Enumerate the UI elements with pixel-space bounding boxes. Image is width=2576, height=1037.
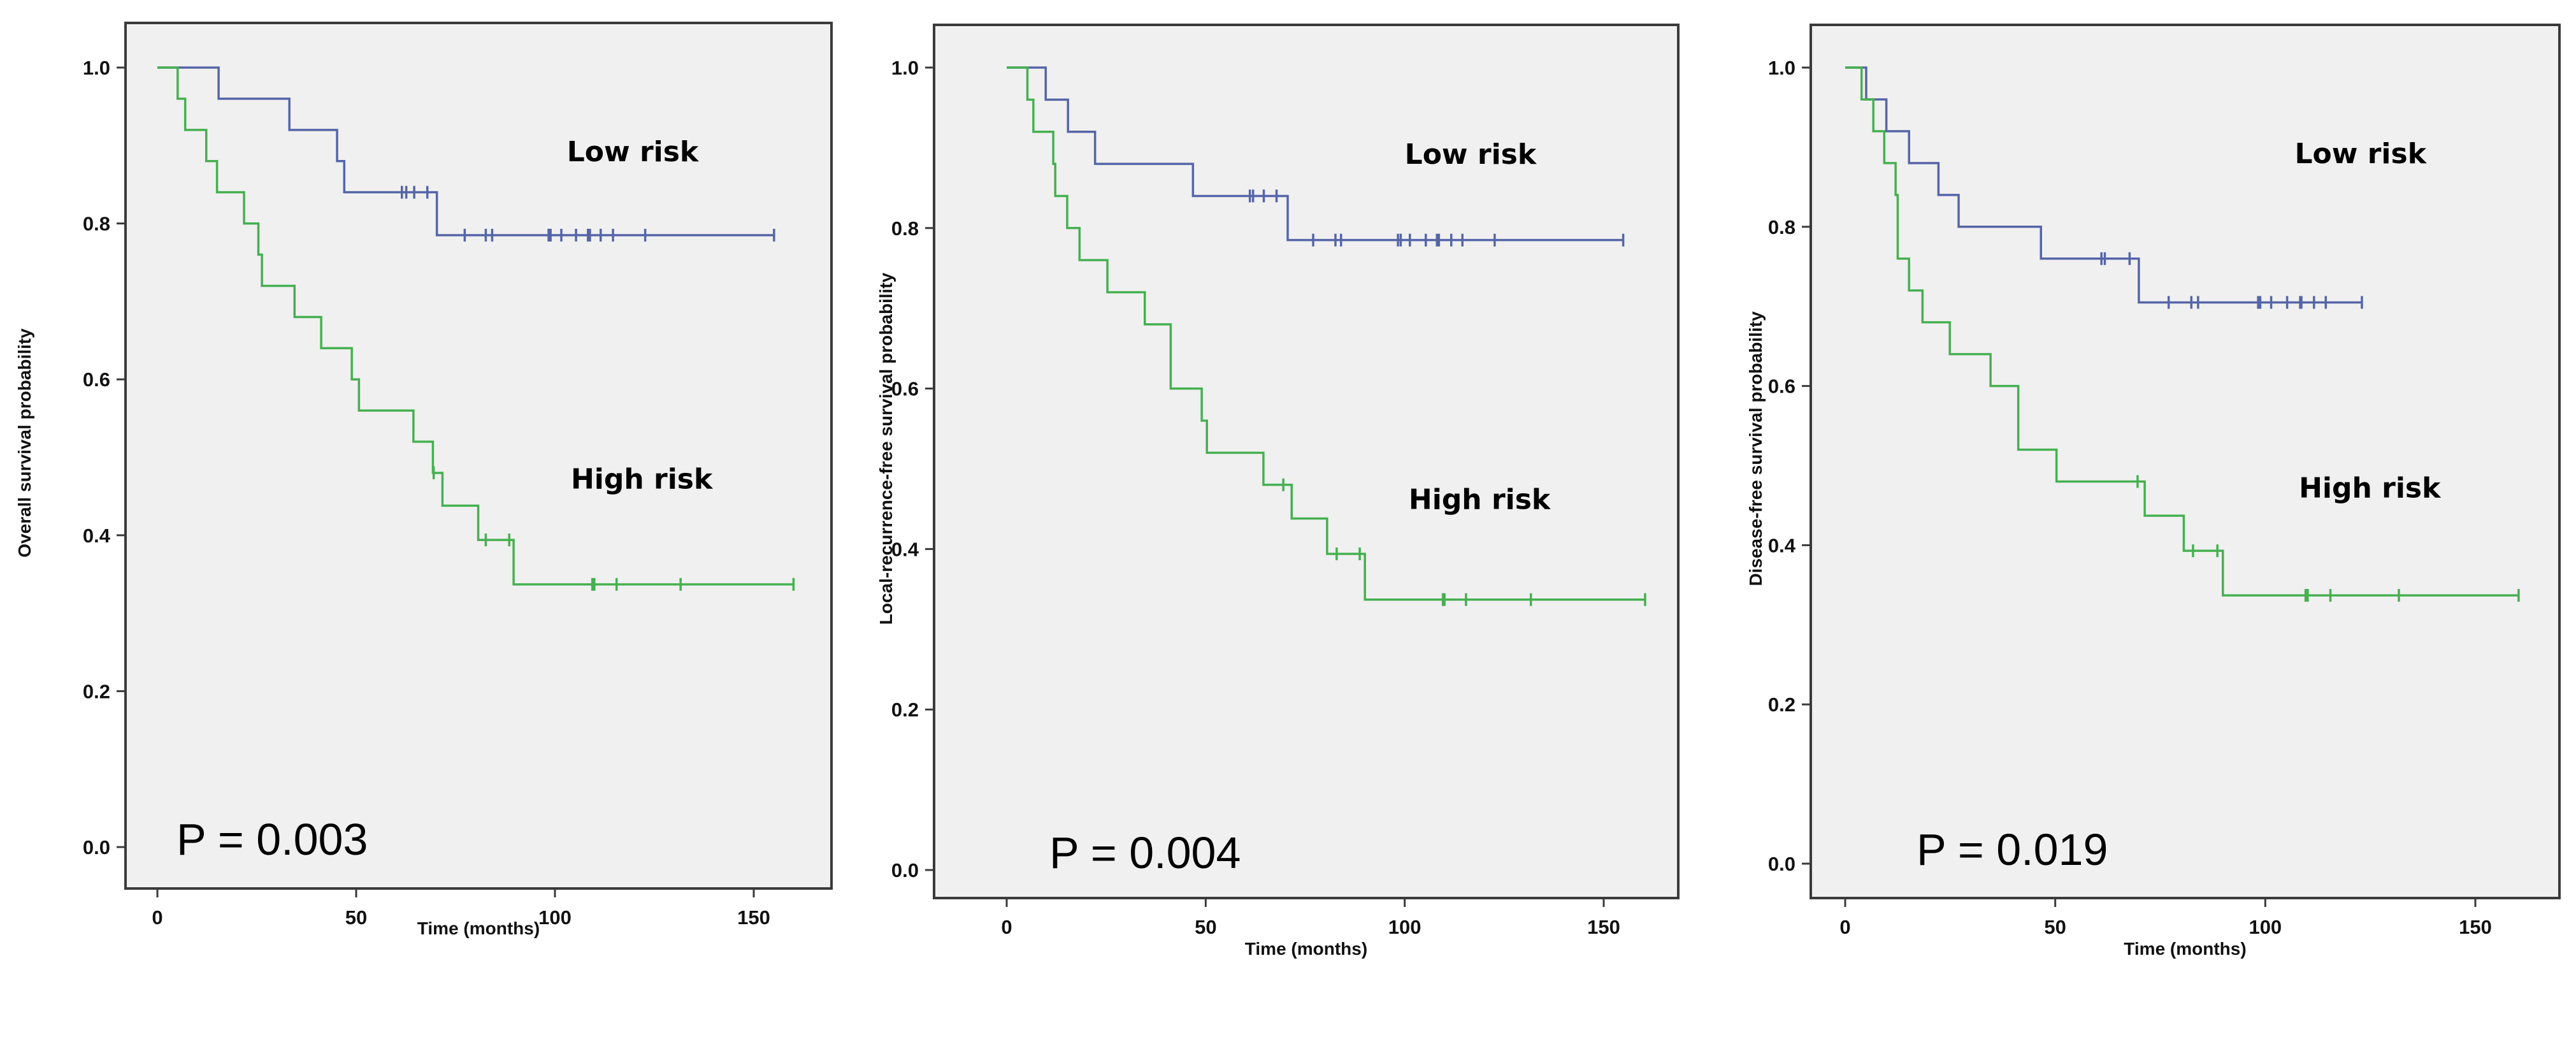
high-risk-survival-curve	[1845, 66, 2519, 597]
y-tick-label: 0.0	[1768, 853, 1795, 875]
y-tick-label: 0.0	[891, 859, 919, 881]
x-tick-label: 0	[152, 906, 162, 929]
x-tick-label: 50	[1195, 916, 1216, 938]
km-panel-2: 0.0 0.2 0.4 0.6 0.8 1.0 0 50 100 150 Time (months)…	[876, 24, 1680, 959]
y-tick-label: 0.8	[891, 217, 919, 240]
y-tick-label: 0.2	[1768, 693, 1795, 716]
high-risk-group-label: High risk	[571, 463, 714, 495]
y-axis-label: Local-recurrence-free survival probabili…	[876, 272, 896, 625]
km-panel-1: 0.0 0.2 0.4 0.6 0.8 1.0 0 50 100 150 Time (months)…	[15, 22, 833, 938]
plot-frame	[1810, 24, 2561, 899]
plot-frame	[933, 24, 1680, 899]
y-tick-label: 1.0	[1768, 57, 1795, 79]
x-tick-label: 100	[538, 906, 572, 929]
x-tick-label: 100	[1388, 916, 1421, 938]
plot-frame	[124, 22, 833, 890]
y-axis-label: Disease-free survival probability	[1746, 311, 1766, 586]
x-tick-label: 50	[2044, 916, 2066, 938]
x-tick-label: 0	[1001, 916, 1012, 938]
y-tick-label: 0.8	[83, 213, 110, 235]
p-value-label: P = 0.003	[176, 815, 368, 864]
y-tick-label: 0.6	[1768, 375, 1795, 398]
y-tick-label: 0.2	[83, 680, 110, 702]
y-tick-label: 0.6	[891, 378, 919, 400]
x-tick-label: 150	[2459, 916, 2492, 938]
x-tick-label: 0	[1839, 916, 1850, 938]
low-risk-group-label: Low risk	[2294, 138, 2427, 170]
low-risk-group-label: Low risk	[1405, 138, 1537, 171]
x-tick-label: 150	[1587, 916, 1620, 938]
x-axis-label: Time (months)	[1245, 939, 1367, 959]
y-tick-label: 0.2	[891, 699, 919, 721]
high-risk-group-label: High risk	[2299, 472, 2442, 504]
low-risk-survival-curve	[1007, 66, 1623, 242]
y-axis-label: Overall survival probability	[15, 328, 34, 558]
x-tick-label: 100	[2249, 916, 2282, 938]
y-tick-label: 0.4	[83, 525, 111, 547]
y-tick-label: 0.0	[83, 836, 110, 859]
x-tick-label: 150	[737, 906, 770, 929]
high-risk-survival-curve	[1007, 66, 1645, 601]
high-risk-survival-curve	[157, 66, 794, 586]
p-value-label: P = 0.019	[1917, 825, 2108, 874]
y-tick-label: 1.0	[891, 57, 919, 79]
x-tick-label: 50	[345, 906, 367, 929]
km-panel-3: 0.0 0.2 0.4 0.6 0.8 1.0 0 50 100 150 Time (months)…	[1746, 24, 2561, 959]
y-tick-label: 0.6	[83, 368, 110, 391]
y-tick-label: 0.4	[891, 538, 919, 560]
high-risk-group-label: High risk	[1409, 483, 1551, 516]
y-tick-label: 0.8	[1768, 216, 1795, 238]
y-tick-label: 0.4	[1768, 534, 1796, 556]
y-tick-label: 1.0	[83, 57, 110, 79]
p-value-label: P = 0.004	[1049, 828, 1241, 878]
x-axis-label: Time (months)	[417, 918, 540, 938]
low-risk-survival-curve	[157, 66, 774, 236]
low-risk-survival-curve	[1845, 66, 2362, 304]
x-axis-label: Time (months)	[2124, 939, 2246, 959]
low-risk-group-label: Low risk	[567, 136, 700, 168]
